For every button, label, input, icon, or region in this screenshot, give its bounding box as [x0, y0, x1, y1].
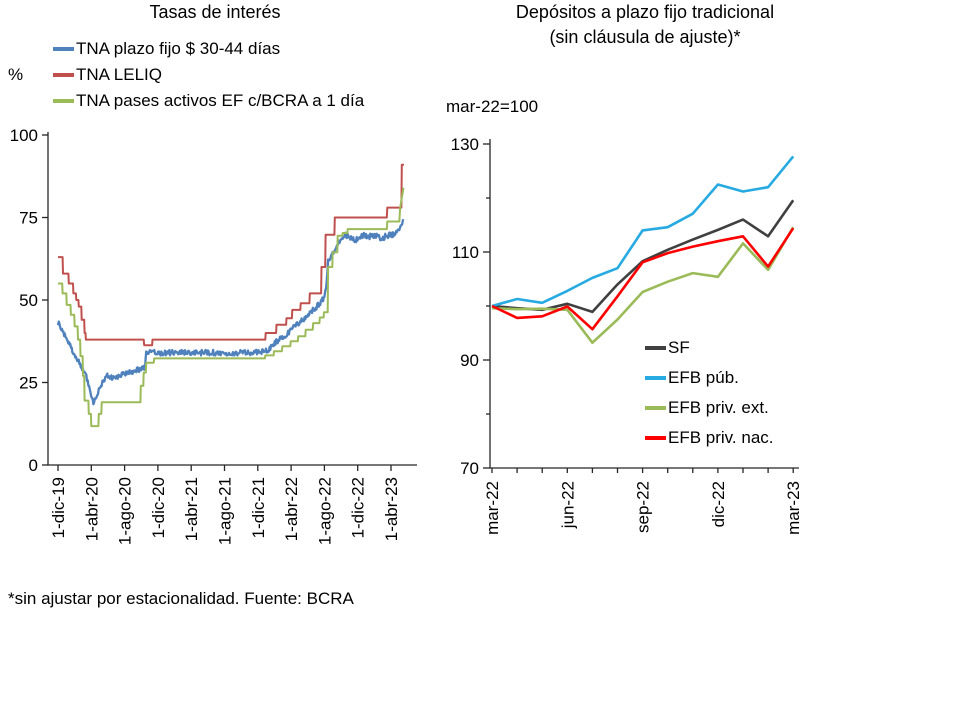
legend-item-sf: SF [645, 333, 774, 363]
legend-swatch-efb-p-b [645, 376, 666, 380]
right-chart-title-line1: Depósitos a plazo fijo tradicional [515, 2, 775, 22]
legend-swatch-tna-plazo-fijo-30-44-d-as [53, 47, 74, 51]
right-chart-legend: SF EFB púb. EFB priv. ext. EFB priv. nac. [645, 333, 774, 453]
legend-swatch-tna-pases-activos-ef-c-bcra-a-1-d-a [53, 99, 74, 103]
legend-label-tna-pases-activos-ef-c-bcra-a-1-d-a: TNA pases activos EF c/BCRA a 1 día [76, 91, 365, 110]
legend-label-tna-plazo-fijo-30-44-d-as: TNA plazo fijo $ 30-44 días [76, 39, 281, 58]
legend-item-tna-pases-activos-ef-c-bcra-a-1-d-a: TNA pases activos EF c/BCRA a 1 día [53, 88, 364, 114]
y-tick-label: 25 [19, 374, 38, 393]
x-tick-label: 1-dic-21 [249, 477, 268, 538]
right-chart-canvas: 70 90 110 130 mar-22 jun-22 sep-22 dic-22 mar-23 [451, 135, 804, 535]
y-tick-label: 75 [19, 209, 38, 228]
y-tick-label: 100 [10, 126, 38, 145]
x-tick-label: 1-abr-21 [182, 477, 201, 541]
left-chart-unit-label: % [8, 65, 24, 84]
legend-item-efb-priv-ext: EFB priv. ext. [645, 393, 774, 423]
x-tick-label: 1-ago-22 [315, 477, 334, 545]
y-tick-label: 110 [452, 243, 479, 262]
x-tick-label: sep-22 [634, 481, 653, 533]
legend-item-efb-priv-nac: EFB priv. nac. [645, 423, 774, 453]
series-line-tna-pases-activos-ef-c-bcra-a-1-d-a [58, 187, 405, 428]
x-tick-label: jun-22 [558, 481, 577, 529]
x-tick-label: 1-ago-21 [216, 477, 235, 545]
x-tick-label: 1-abr-22 [282, 477, 301, 541]
series-line-sf [491, 199, 795, 314]
left-chart-title: Tasas de interés [149, 2, 281, 22]
x-tick-label: dic-22 [709, 481, 728, 527]
x-tick-label: 1-dic-20 [149, 477, 168, 538]
series-line-efb-p-b [491, 155, 795, 308]
left-chart-legend: TNA plazo fijo $ 30-44 días TNA LELIQ TNA … [53, 36, 364, 114]
legend-item-tna-leliq: TNA LELIQ [53, 62, 364, 88]
left-axes [47, 132, 417, 466]
right-chart-unit-label: mar-22=100 [446, 97, 539, 116]
legend-label-tna-leliq: TNA LELIQ [76, 65, 162, 84]
legend-swatch-sf [645, 346, 666, 350]
legend-label-efb-p-b: EFB púb. [668, 368, 739, 387]
series-line-tna-leliq [58, 163, 404, 347]
footnote: *sin ajustar por estacionalidad. Fuente:… [8, 589, 354, 608]
x-tick-label: 1-abr-23 [382, 477, 401, 541]
right-chart-title-line2: (sin cláusula de ajuste)* [549, 27, 741, 47]
x-tick-label: mar-22 [483, 481, 502, 535]
x-tick-label: 1-ago-20 [116, 477, 135, 545]
y-tick-label: 0 [29, 456, 38, 475]
y-tick-label: 90 [460, 351, 479, 370]
y-tick-label: 50 [19, 291, 38, 310]
legend-label-efb-priv-nac: EFB priv. nac. [668, 428, 774, 447]
legend-label-efb-priv-ext: EFB priv. ext. [668, 398, 769, 417]
right-chart-title: Depósitos a plazo fijo tradicional (sin … [430, 0, 860, 50]
legend-swatch-tna-leliq [53, 73, 74, 77]
legend-item-efb-p-b: EFB púb. [645, 363, 774, 393]
y-tick-label: 130 [451, 135, 479, 154]
legend-item-tna-plazo-fijo-30-44-d-as: TNA plazo fijo $ 30-44 días [53, 36, 364, 62]
x-tick-label: 1-abr-20 [82, 477, 101, 541]
x-tick-label: 1-dic-19 [49, 477, 68, 538]
series-line-efb-priv-nac [491, 227, 795, 331]
legend-swatch-efb-priv-ext [645, 406, 666, 410]
right-axes [489, 139, 799, 469]
y-tick-label: 70 [460, 459, 479, 478]
legend-swatch-efb-priv-nac [645, 436, 666, 440]
series-line-tna-plazo-fijo-30-44-d-as [56, 218, 405, 406]
x-tick-label: mar-23 [784, 481, 803, 535]
left-chart-canvas: 0 25 50 75 100 1-dic-19 1-abr-20 1-ago-20 1-dic-… [10, 126, 417, 545]
x-tick-label: 1-dic-22 [349, 477, 368, 538]
series-line-efb-priv-ext [491, 226, 795, 344]
legend-label-sf: SF [668, 338, 690, 357]
